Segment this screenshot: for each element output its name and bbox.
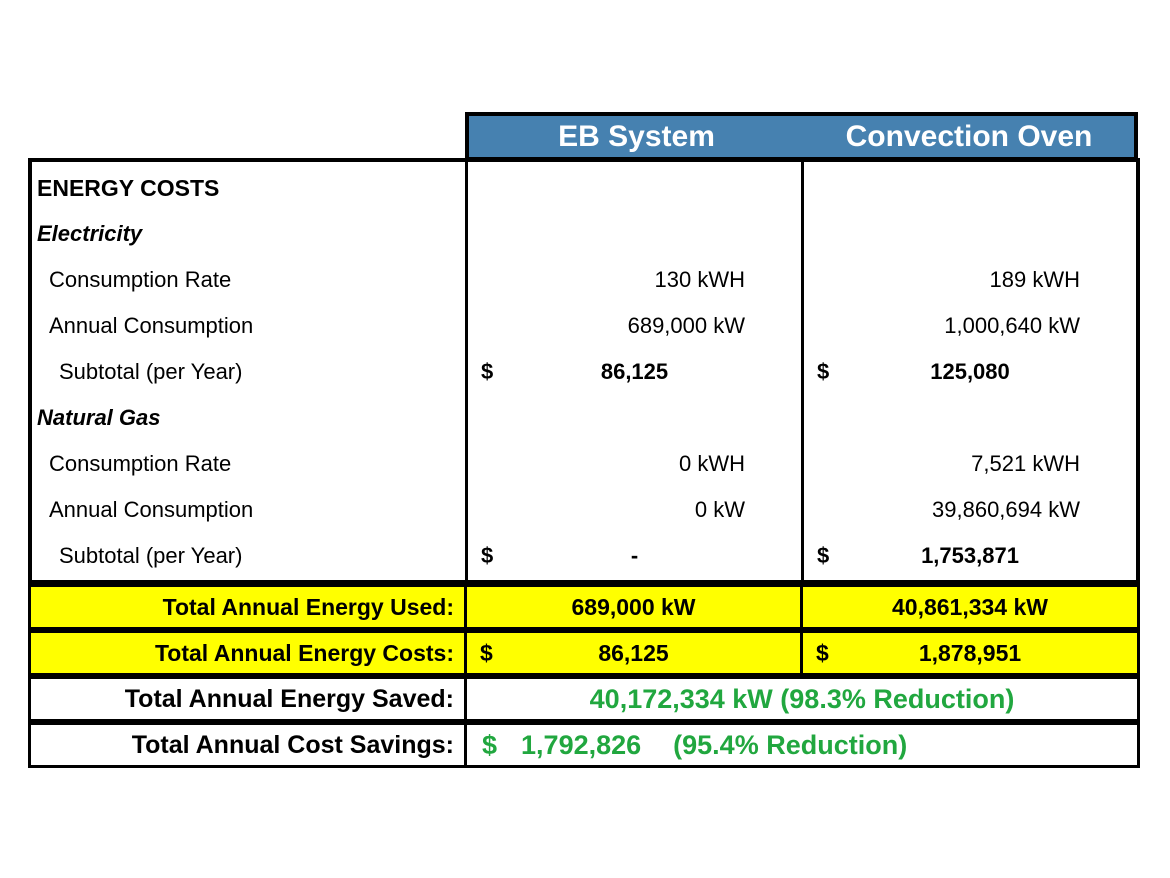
total-energy-used-row: Total Annual Energy Used: 689,000 kW 40,…	[28, 584, 1140, 630]
cell-oven-electricity-annual-consumption: 1,000,640 kW	[944, 313, 1080, 338]
total-cost-savings-value: $ 1,792,826 (95.4% Reduction)	[464, 725, 1137, 765]
total-cost-savings-row: Total Annual Cost Savings: $ 1,792,826 (…	[28, 722, 1140, 768]
row-label-electricity-annual-consumption: Annual Consumption	[49, 313, 254, 338]
row-label-gas-annual-consumption: Annual Consumption	[49, 497, 254, 522]
group-heading-natural-gas: Natural Gas	[37, 405, 161, 430]
column-header-convection-oven: Convection Oven	[845, 119, 1093, 153]
eb-system-column: 130 kWH 689,000 kW $ 86,125 0 kWH 0 kW $…	[465, 162, 801, 580]
empty-cell	[468, 211, 801, 257]
cell-eb-gas-subtotal: $ -	[468, 533, 801, 579]
empty-cell	[804, 165, 1136, 211]
cell-oven-gas-subtotal: $ 1,753,871	[804, 533, 1136, 579]
empty-cell	[468, 165, 801, 211]
cell-eb-electricity-subtotal: $ 86,125	[468, 349, 801, 395]
amount: 1,753,871	[921, 543, 1019, 568]
total-energy-costs-eb-value: $ 86,125	[464, 633, 800, 673]
dollar-sign: $	[816, 639, 829, 666]
total-cost-savings-label: Total Annual Cost Savings:	[131, 730, 454, 759]
amount: 86,125	[598, 639, 669, 666]
dollar-sign: $	[480, 639, 493, 666]
row-label-gas-consumption-rate: Consumption Rate	[49, 451, 232, 476]
column-header-eb-system: EB System	[558, 119, 715, 153]
empty-cell	[804, 211, 1136, 257]
table-body: ENERGY COSTS Electricity Consumption Rat…	[28, 158, 1140, 584]
row-label-gas-subtotal: Subtotal (per Year)	[59, 543, 243, 568]
total-energy-costs-oven-value: $ 1,878,951	[800, 633, 1137, 673]
total-energy-used-oven-value: 40,861,334 kW	[800, 587, 1137, 627]
cell-eb-electricity-consumption-rate: 130 kWH	[654, 267, 745, 292]
dollar-sign: $	[481, 543, 494, 568]
cell-eb-gas-annual-consumption: 0 kW	[694, 497, 745, 522]
total-energy-costs-label: Total Annual Energy Costs:	[154, 639, 454, 666]
dollar-sign: $	[481, 359, 494, 384]
section-title-energy-costs: ENERGY COSTS	[37, 174, 220, 201]
cell-oven-gas-annual-consumption: 39,860,694 kW	[932, 497, 1080, 522]
empty-cell	[468, 395, 801, 441]
dollar-sign: $	[482, 729, 498, 760]
amount: 1,878,951	[918, 639, 1022, 666]
amount: -	[630, 543, 639, 568]
total-energy-saved-label: Total Annual Energy Saved:	[124, 684, 454, 713]
total-energy-saved-value: 40,172,334 kW (98.3% Reduction)	[464, 679, 1137, 719]
row-label-electricity-consumption-rate: Consumption Rate	[49, 267, 232, 292]
total-energy-used-label: Total Annual Energy Used:	[162, 593, 454, 620]
total-energy-used-eb-value: 689,000 kW	[464, 587, 800, 627]
amount: 1,792,826	[521, 729, 642, 760]
empty-cell	[804, 395, 1136, 441]
group-heading-electricity: Electricity	[37, 221, 143, 246]
total-energy-saved-row: Total Annual Energy Saved: 40,172,334 kW…	[28, 676, 1140, 722]
cell-oven-electricity-consumption-rate: 189 kWH	[989, 267, 1080, 292]
cell-oven-gas-consumption-rate: 7,521 kWH	[971, 451, 1080, 476]
amount: 125,080	[930, 359, 1010, 384]
total-energy-costs-row: Total Annual Energy Costs: $ 86,125 $ 1,…	[28, 630, 1140, 676]
cell-oven-electricity-subtotal: $ 125,080	[804, 349, 1136, 395]
convection-oven-column: 189 kWH 1,000,640 kW $ 125,080 7,521 kWH…	[801, 162, 1136, 580]
cell-eb-gas-consumption-rate: 0 kWH	[679, 451, 745, 476]
amount: 86,125	[600, 359, 669, 384]
dollar-sign: $	[817, 543, 830, 568]
reduction-percent: (95.4% Reduction)	[673, 729, 908, 760]
label-column: ENERGY COSTS Electricity Consumption Rat…	[32, 162, 465, 580]
row-label-electricity-subtotal: Subtotal (per Year)	[59, 359, 243, 384]
dollar-sign: $	[817, 359, 830, 384]
cell-eb-electricity-annual-consumption: 689,000 kW	[627, 313, 745, 338]
column-header-band: EB System Convection Oven	[465, 112, 1138, 161]
